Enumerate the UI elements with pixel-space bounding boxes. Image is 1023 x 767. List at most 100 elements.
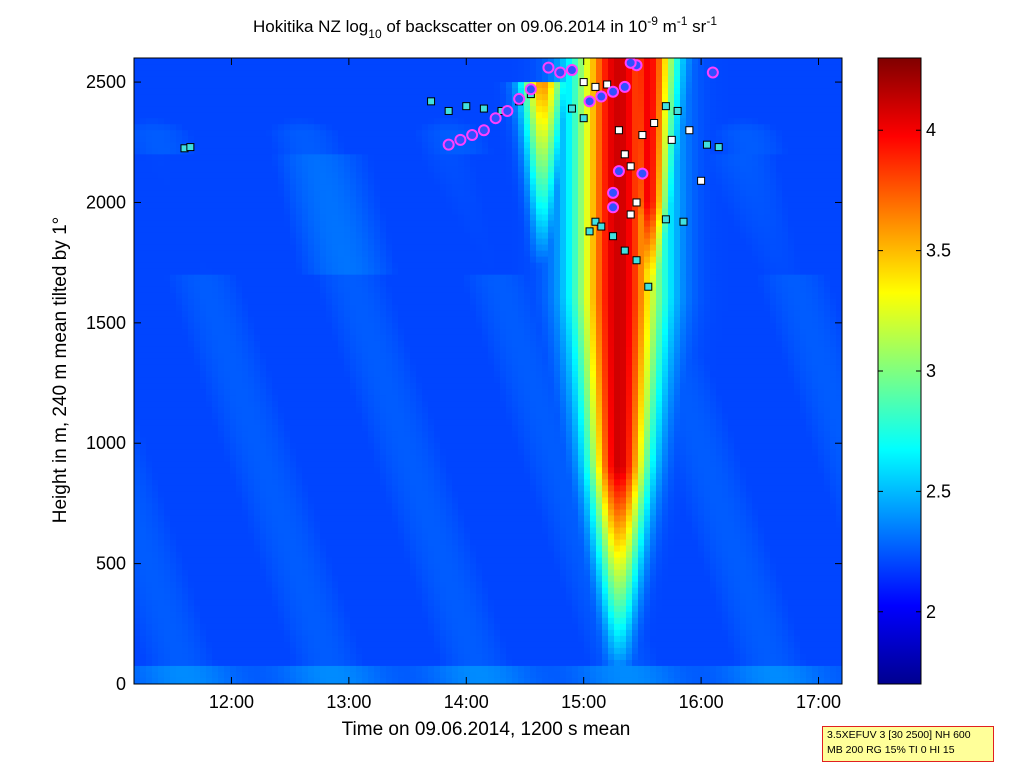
heatmap-cell — [158, 455, 165, 462]
heatmap-cell — [290, 172, 297, 179]
heatmap-cell — [380, 407, 387, 414]
heatmap-cell — [158, 623, 165, 631]
heatmap-cell — [302, 256, 309, 264]
heatmap-cell — [302, 328, 309, 336]
heatmap-cell — [176, 407, 183, 414]
heatmap-cell — [290, 377, 297, 384]
heatmap-cell — [158, 220, 165, 228]
heatmap-cell — [170, 587, 177, 595]
heatmap-cell — [188, 473, 195, 480]
heatmap-cell — [152, 70, 159, 77]
heatmap-cell — [356, 395, 363, 402]
heatmap-cell — [332, 503, 339, 511]
heatmap-cell — [182, 64, 189, 71]
heatmap-cell — [362, 316, 369, 324]
heatmap-cell — [242, 515, 249, 523]
heatmap-cell — [290, 467, 297, 474]
heatmap-cell — [152, 244, 159, 252]
heatmap-cell — [182, 256, 189, 264]
heatmap-cell — [380, 334, 387, 342]
heatmap-cell — [152, 443, 159, 450]
heatmap-cell — [350, 346, 357, 354]
heatmap-cell — [416, 202, 423, 210]
heatmap-cell — [152, 569, 159, 577]
heatmap-cell — [308, 160, 315, 167]
heatmap-cell — [260, 629, 267, 637]
heatmap-cell — [416, 551, 423, 559]
heatmap-cell — [368, 521, 375, 529]
heatmap-cell — [284, 196, 291, 204]
heatmap-cell — [218, 154, 225, 161]
heatmap-cell — [284, 82, 291, 89]
heatmap-cell — [404, 401, 411, 408]
heatmap-cell — [416, 521, 423, 529]
heatmap-cell — [356, 292, 363, 300]
heatmap-cell — [158, 340, 165, 348]
heatmap-cell — [284, 136, 291, 143]
heatmap-cell — [410, 371, 417, 378]
heatmap-cell — [164, 569, 171, 577]
heatmap-cell — [254, 491, 261, 498]
heatmap-cell — [302, 268, 309, 276]
heatmap-cell — [404, 557, 411, 565]
heatmap-cell — [194, 497, 201, 505]
heatmap-cell — [410, 431, 417, 438]
heatmap-cell — [290, 232, 297, 240]
heatmap-cell — [206, 527, 213, 535]
heatmap-cell — [374, 623, 381, 631]
heatmap-cell — [254, 292, 261, 300]
heatmap-cell — [356, 485, 363, 492]
heatmap-cell — [134, 82, 141, 89]
heatmap-cell — [260, 599, 267, 607]
heatmap-cell — [218, 413, 225, 420]
heatmap-cell — [254, 334, 261, 342]
heatmap-cell — [290, 202, 297, 210]
heatmap-cell — [140, 124, 147, 131]
heatmap-cell — [404, 94, 411, 101]
heatmap-cell — [422, 82, 429, 89]
heatmap-cell — [392, 539, 399, 547]
heatmap-cell — [314, 262, 321, 270]
heatmap-cell — [302, 148, 309, 155]
heatmap-cell — [314, 214, 321, 222]
heatmap-cell — [296, 497, 303, 505]
heatmap-cell — [410, 100, 417, 107]
heatmap-cell — [152, 461, 159, 468]
heatmap-cell — [164, 88, 171, 95]
heatmap-cell — [158, 539, 165, 547]
heatmap-cell — [350, 136, 357, 143]
heatmap-cell — [164, 190, 171, 198]
heatmap-cell — [224, 641, 231, 649]
heatmap-cell — [278, 280, 285, 288]
heatmap-cell — [146, 262, 153, 270]
heatmap-cell — [308, 407, 315, 414]
heatmap-cell — [374, 64, 381, 71]
heatmap-cell — [176, 449, 183, 456]
heatmap-cell — [206, 166, 213, 173]
heatmap-cell — [248, 563, 255, 571]
heatmap-cell — [170, 340, 177, 348]
heatmap-cell — [320, 509, 327, 517]
heatmap-cell — [218, 503, 225, 511]
heatmap-cell — [326, 184, 333, 192]
heatmap-cell — [206, 593, 213, 601]
heatmap-cell — [266, 310, 273, 318]
heatmap-cell — [194, 58, 201, 65]
heatmap-cell — [326, 256, 333, 264]
heatmap-cell — [290, 671, 297, 679]
heatmap-cell — [152, 82, 159, 89]
heatmap-cell — [398, 172, 405, 179]
heatmap-cell — [338, 100, 345, 107]
heatmap-cell — [146, 551, 153, 559]
heatmap-cell — [182, 184, 189, 192]
heatmap-cell — [248, 389, 255, 396]
heatmap-cell — [188, 545, 195, 553]
heatmap-cell — [302, 208, 309, 216]
heatmap-cell — [416, 154, 423, 161]
heatmap-cell — [146, 292, 153, 300]
heatmap-cell — [398, 659, 405, 667]
heatmap-cell — [392, 677, 399, 684]
heatmap-cell — [206, 575, 213, 583]
heatmap-cell — [314, 383, 321, 390]
heatmap-cell — [314, 304, 321, 312]
